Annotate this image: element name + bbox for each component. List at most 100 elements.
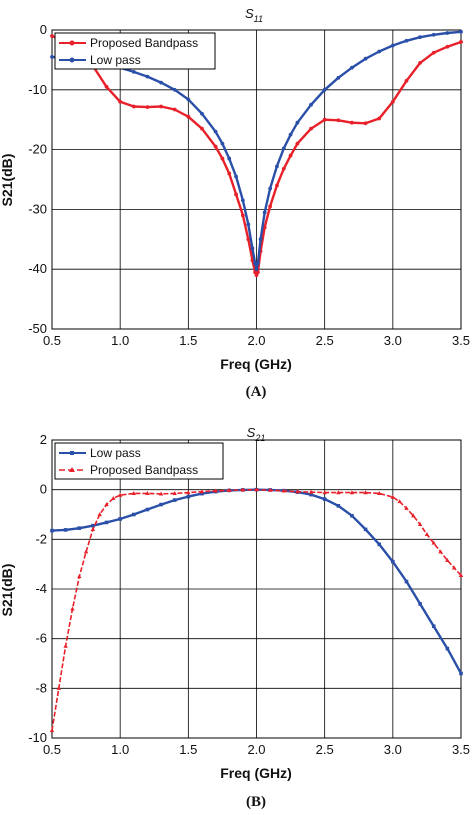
- chart-b-series-2-point: [186, 490, 191, 495]
- chart-a-series-1-point: [275, 183, 279, 188]
- chart-a-series-1-point: [431, 50, 436, 55]
- chart-b-series-1-point: [172, 498, 177, 502]
- chart-a-series-1-point: [390, 99, 395, 104]
- chart-b-series-1-point: [63, 528, 68, 532]
- chart-a-ytick-label: -30: [28, 201, 47, 216]
- chart-b-series-2-point: [424, 531, 430, 536]
- chart-b-series-1-point: [50, 528, 54, 533]
- chart-b-series-1-point: [132, 512, 136, 517]
- chart-a-xtick-label: 0.5: [43, 333, 61, 348]
- chart-a-series-2-point: [186, 97, 191, 102]
- chart-a-panel-label: (A): [246, 384, 267, 400]
- chart-b-series-2-point: [213, 488, 218, 493]
- chart-a-ytick-label: -20: [28, 142, 47, 157]
- chart-b-series-2-point: [308, 489, 314, 494]
- chart-b-series-1-point: [336, 504, 341, 508]
- chart-a-series-1-point: [220, 156, 225, 161]
- chart-panel-a: S11 0.5 1.0 1.5 2.0 2.5 3.0 3.5 0 -10 -20 -30 -40 -5…: [0, 6, 470, 400]
- chart-b-ytick-label: 0: [40, 482, 47, 497]
- chart-b-series-2-point: [267, 487, 273, 492]
- chart-a-series-1-point: [268, 204, 273, 209]
- chart-b-series-1-point: [145, 507, 150, 512]
- chart-a-series-2-point: [377, 49, 382, 54]
- chart-b-series-2-point: [90, 527, 96, 531]
- chart-b-legend: Low pass Proposed Bandpass: [54, 442, 224, 480]
- chart-b-series-2-point: [83, 549, 89, 554]
- chart-a-series-2-point: [159, 80, 163, 85]
- chart-b-xlabel: Freq (GHz): [220, 765, 292, 781]
- chart-b-series-2-point: [131, 490, 136, 495]
- chart-b-series-2-point: [417, 522, 423, 527]
- chart-b-series-2-point: [322, 490, 327, 495]
- chart-b-ytick-label: -4: [35, 581, 47, 596]
- chart-a-series-1-point: [377, 116, 382, 121]
- chart-a-series-2-point: [445, 31, 450, 35]
- chart-a-series-2-point: [404, 38, 409, 43]
- chart-a-series-1-point: [288, 153, 293, 158]
- chart-a-series-2-point: [431, 32, 436, 37]
- chart-b-series-2-point: [97, 512, 102, 517]
- chart-a-series-2-point: [268, 186, 273, 191]
- chart-b-series-2-point: [199, 489, 205, 494]
- chart-b-series-2-point: [56, 685, 62, 690]
- chart-a-series-1-point: [404, 78, 409, 83]
- chart-b-title: S21: [247, 425, 266, 443]
- chart-a-series-1-point: [227, 171, 232, 176]
- chart-b-series-2-point: [451, 565, 457, 570]
- chart-a-series-1-point: [104, 84, 109, 89]
- chart-b-series-1-point: [363, 527, 368, 532]
- chart-b-ytick-label: -6: [35, 631, 47, 646]
- chart-a-series-1-point: [295, 141, 300, 146]
- chart-a-series-2-point: [295, 120, 300, 125]
- chart-a-series-1-point: [418, 60, 422, 65]
- chart-b-xtick-label: 3.0: [384, 742, 402, 757]
- chart-b-ytick-label: -8: [35, 680, 47, 695]
- chart-a-series-1-point: [159, 104, 163, 109]
- chart-a-series-2-point: [255, 261, 260, 266]
- chart-a-series-1-point: [240, 213, 245, 218]
- chart-b-xtick-label: 2.0: [247, 742, 265, 757]
- chart-a-series-2-point: [258, 237, 263, 242]
- chart-b-series-2-point: [445, 558, 450, 563]
- chart-b-series-2-point: [377, 490, 382, 495]
- chart-a-series-2-point: [459, 29, 463, 34]
- chart-a-series-2-point: [322, 87, 327, 92]
- chart-b-panel-label: (B): [246, 794, 266, 810]
- chart-a-series-2-point: [363, 56, 368, 61]
- chart-b-series-1-point: [322, 497, 327, 501]
- chart-b-xtick-label: 0.5: [43, 742, 61, 757]
- chart-b-series-2-point: [336, 490, 341, 495]
- chart-b-series-1-point: [159, 502, 163, 507]
- chart-a-series-1-point: [253, 270, 258, 275]
- chart-b-series-2-point: [104, 502, 109, 507]
- chart-b-series-1-point: [118, 517, 122, 521]
- chart-a-series-2-point: [50, 55, 54, 59]
- chart-b-series-1-point: [350, 513, 354, 518]
- chart-b-ytick-label: -2: [35, 531, 47, 546]
- chart-a-legend: Proposed Bandpass Low pass: [54, 32, 216, 70]
- chart-b-series-2-point: [411, 513, 416, 518]
- chart-b-series-2-point: [254, 487, 259, 492]
- chart-b-series-2-point: [295, 489, 300, 494]
- chart-a-series-2-point: [172, 87, 177, 92]
- chart-a-series-1-point: [363, 121, 368, 126]
- chart-b-series-1-point: [418, 602, 422, 606]
- chart-b-series-2-point: [431, 540, 436, 545]
- chart-a-series-2-point: [390, 43, 395, 48]
- chart-b-series-1-point: [104, 520, 109, 525]
- chart-b-xtick-label: 3.5: [452, 742, 470, 757]
- chart-a-xlabel: Freq (GHz): [220, 356, 292, 372]
- chart-a-series-1-point: [445, 44, 450, 49]
- chart-a-series-2-point: [262, 210, 267, 215]
- chart-a-xtick-label: 3.5: [452, 333, 470, 348]
- chart-b-series-1-point: [186, 494, 191, 499]
- chart-b-series-1-point: [77, 526, 82, 530]
- chart-b-legend-series-1: Low pass: [90, 446, 141, 460]
- chart-b-ytick-label: 2: [40, 432, 47, 447]
- chart-a-xtick-label: 1.5: [179, 333, 197, 348]
- chart-b-series-1-point: [200, 491, 204, 496]
- chart-a-title: S11: [245, 6, 263, 24]
- chart-a-series-1-point: [172, 107, 177, 112]
- chart-b-series-2-point: [349, 490, 355, 495]
